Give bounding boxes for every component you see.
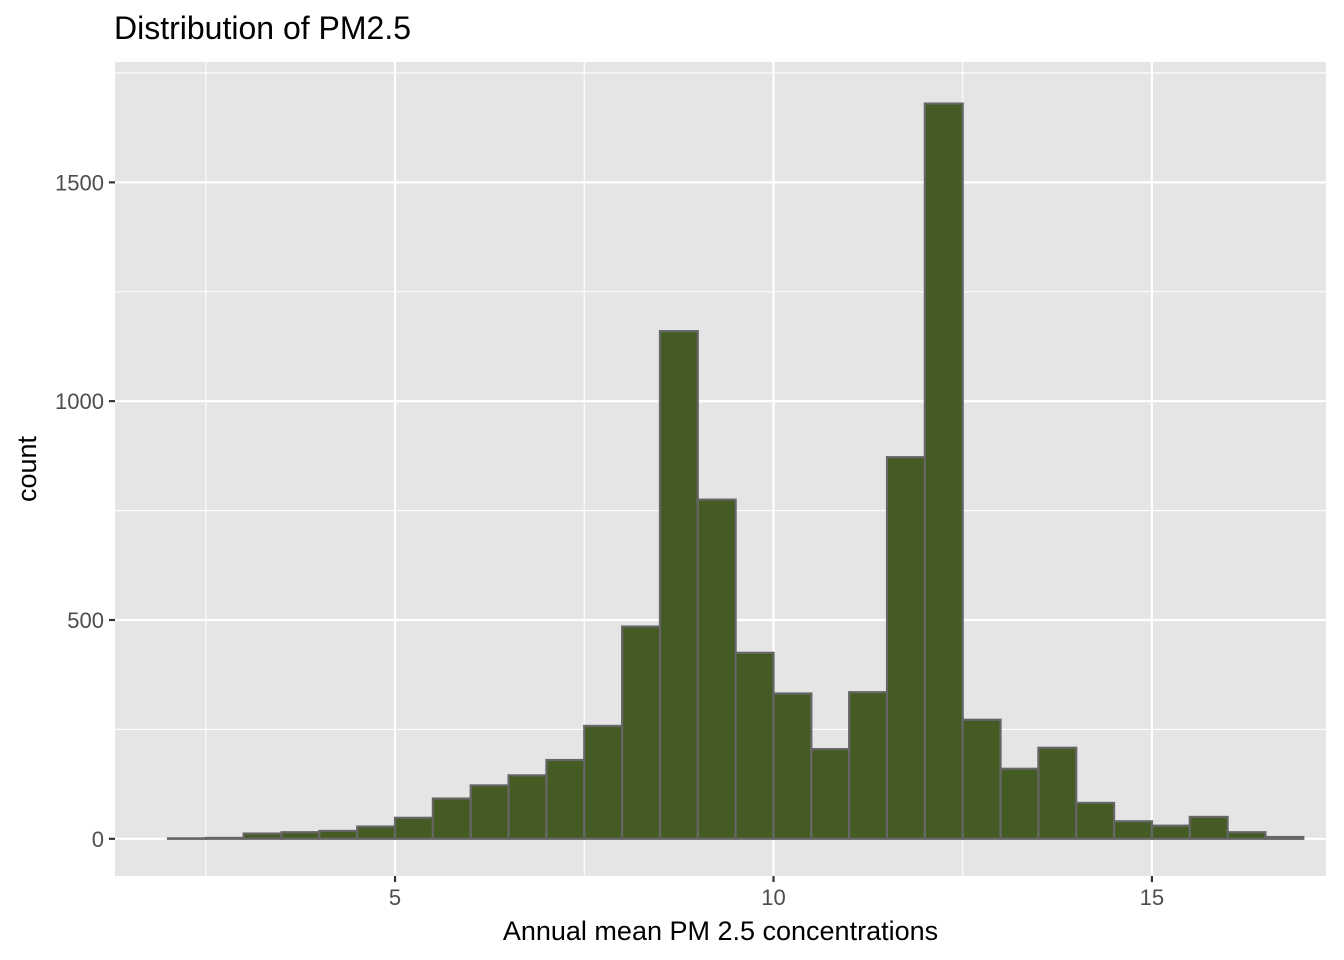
histogram-bar (1112, 820, 1154, 840)
histogram-bars (166, 102, 1305, 840)
histogram-bar (318, 829, 359, 840)
histogram-bar (999, 767, 1040, 840)
y-tick-label: 500 (67, 608, 104, 633)
histogram-bar (658, 330, 699, 840)
histogram-bar (242, 832, 283, 840)
histogram-bar (1075, 801, 1116, 840)
chart-title: Distribution of PM2.5 (114, 10, 411, 46)
histogram-bar (885, 456, 926, 840)
histogram-bar (621, 625, 662, 840)
histogram-bar (469, 784, 510, 840)
histogram-bar (431, 797, 472, 840)
histogram-bar (1226, 831, 1267, 840)
histogram-bar (1264, 835, 1305, 840)
y-tick-label: 1500 (55, 170, 104, 195)
x-axis-title: Annual mean PM 2.5 concentrations (503, 916, 938, 946)
histogram-bar (1188, 815, 1229, 840)
x-axis: 5 10 15 (389, 876, 1164, 910)
histogram-bar (583, 724, 624, 840)
histogram-bar (507, 774, 548, 840)
histogram-bar (734, 651, 775, 840)
histogram-bar (204, 836, 245, 840)
x-tick-label: 10 (761, 885, 785, 910)
y-tick-label: 1000 (55, 389, 104, 414)
histogram-bar (1150, 824, 1191, 840)
y-tick-label: 0 (92, 827, 104, 852)
histogram-bar (810, 747, 851, 840)
histogram-bar (923, 102, 964, 840)
x-tick-label: 5 (389, 885, 401, 910)
histogram-bar (1037, 746, 1078, 840)
histogram-bar (393, 816, 434, 840)
histogram-bar (280, 831, 321, 840)
x-tick-label: 15 (1140, 885, 1164, 910)
histogram-bar (356, 825, 397, 840)
y-axis-title: count (12, 435, 42, 502)
histogram-bar (696, 498, 737, 840)
histogram-bar (772, 692, 813, 840)
y-axis: 0 500 1000 1500 (55, 170, 115, 852)
histogram-bar (961, 718, 1002, 840)
histogram-bar (848, 691, 889, 840)
histogram-bar (545, 758, 586, 840)
